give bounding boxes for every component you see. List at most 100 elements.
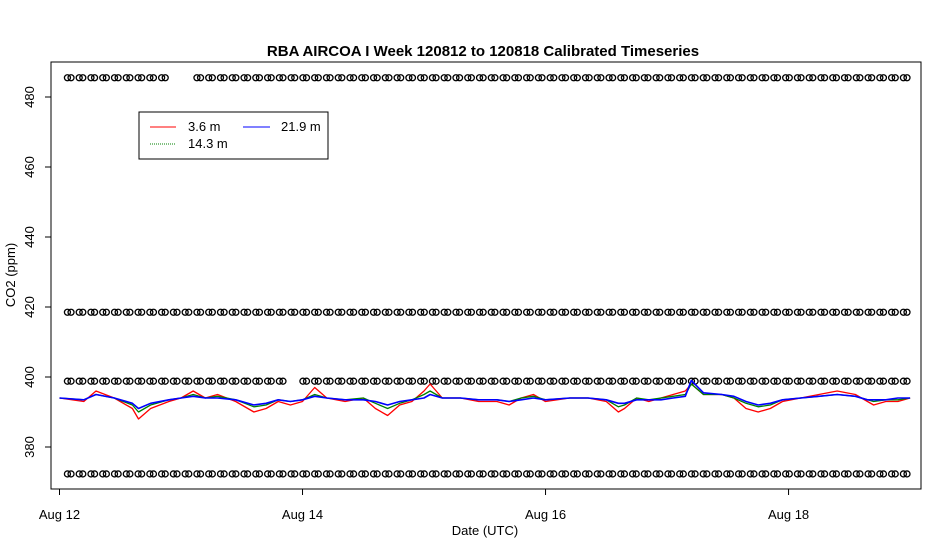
calibration-marker <box>358 470 366 478</box>
x-axis-label: Date (UTC) <box>452 523 518 538</box>
x-tick-label: Aug 18 <box>768 507 809 522</box>
calibration-marker <box>785 470 793 478</box>
calibration-marker <box>585 74 593 82</box>
calibration-marker <box>868 74 876 82</box>
calibration-marker <box>444 308 452 316</box>
calibration-marker <box>558 308 566 316</box>
calibration-marker <box>255 377 264 385</box>
calibration-marker <box>522 308 531 316</box>
calibration-marker <box>452 308 460 316</box>
calibration-marker <box>703 308 711 316</box>
calibration-marker <box>734 377 743 385</box>
calibration-marker <box>311 377 319 385</box>
calibration-marker <box>785 377 793 385</box>
calibration-marker <box>903 308 911 316</box>
calibration-marker <box>314 308 322 316</box>
calibration-marker <box>291 470 299 478</box>
calibration-marker <box>444 377 452 385</box>
calibration-marker <box>503 74 511 82</box>
calibration-marker <box>664 470 672 478</box>
calibration-marker <box>758 74 766 82</box>
calibration-marker <box>311 74 319 82</box>
calibration-marker <box>255 308 264 316</box>
calibration-marker <box>475 470 484 478</box>
calibration-marker <box>263 377 272 385</box>
calibration-marker <box>193 74 201 82</box>
x-tick-label: Aug 16 <box>525 507 566 522</box>
calibration-marker <box>726 470 735 478</box>
calibration-marker <box>514 470 523 478</box>
calibration-marker <box>770 308 778 316</box>
y-axis-label: CO2 (ppm) <box>3 243 18 307</box>
calibration-marker <box>903 470 911 478</box>
calibration-marker <box>287 470 295 478</box>
calibration-marker <box>750 470 758 478</box>
calibration-marker <box>314 470 322 478</box>
calibration-marker <box>146 308 154 316</box>
calibration-marker <box>467 74 476 82</box>
calibration-marker <box>467 470 476 478</box>
calibration-marker <box>79 470 87 478</box>
calibration-marker <box>393 74 401 82</box>
calibration-marker <box>311 308 319 316</box>
calibration-marker <box>349 74 358 82</box>
calibration-marker <box>734 74 743 82</box>
calibration-marker <box>608 470 617 478</box>
calibration-marker <box>99 74 107 82</box>
calibration-marker <box>122 377 130 385</box>
calibration-marker <box>687 308 696 316</box>
calibration-marker <box>711 470 719 478</box>
calibration-marker <box>102 74 110 82</box>
calibration-marker <box>358 74 366 82</box>
calibration-marker <box>420 308 428 316</box>
calibration-marker <box>228 308 236 316</box>
calibration-marker <box>122 308 130 316</box>
calibration-marker <box>817 74 825 82</box>
calibration-marker <box>169 308 178 316</box>
calibration-marker <box>903 74 911 82</box>
calibration-marker <box>334 74 342 82</box>
calibration-marker <box>126 377 134 385</box>
calibration-marker <box>782 377 790 385</box>
calibration-marker <box>255 470 264 478</box>
calibration-marker <box>393 377 401 385</box>
calibration-marker <box>432 308 440 316</box>
calibration-marker <box>679 308 687 316</box>
calibration-marker <box>417 74 425 82</box>
calibration-marker <box>868 470 876 478</box>
calibration-marker <box>723 377 731 385</box>
calibration-marker <box>275 377 284 385</box>
calibration-marker <box>464 308 472 316</box>
calibration-marker <box>299 377 307 385</box>
calibration-marker <box>499 470 507 478</box>
calibration-marker <box>326 470 334 478</box>
calibration-marker <box>597 377 605 385</box>
calibration-marker <box>762 74 770 82</box>
calibration-marker <box>644 308 652 316</box>
calibration-marker <box>349 377 358 385</box>
calibration-marker <box>173 470 181 478</box>
calibration-marker <box>90 308 99 316</box>
calibration-marker <box>514 377 523 385</box>
calibration-marker <box>240 377 248 385</box>
calibration-marker <box>149 377 158 385</box>
calibration-marker <box>369 470 378 478</box>
calibration-marker <box>593 74 601 82</box>
calibration-marker <box>899 74 908 82</box>
calibration-marker <box>63 74 72 82</box>
calibration-marker <box>87 470 95 478</box>
calibration-marker <box>381 308 389 316</box>
calibration-marker <box>887 74 896 82</box>
calibration-marker <box>157 74 166 82</box>
calibration-marker <box>428 74 437 82</box>
calibration-marker <box>887 377 896 385</box>
calibration-marker <box>326 308 334 316</box>
calibration-marker <box>255 74 264 82</box>
calibration-marker <box>157 470 166 478</box>
calibration-marker <box>585 470 593 478</box>
calibration-marker <box>205 74 213 82</box>
calibration-marker <box>126 470 134 478</box>
calibration-marker <box>679 74 687 82</box>
calibration-marker <box>793 470 802 478</box>
calibration-marker <box>193 308 201 316</box>
